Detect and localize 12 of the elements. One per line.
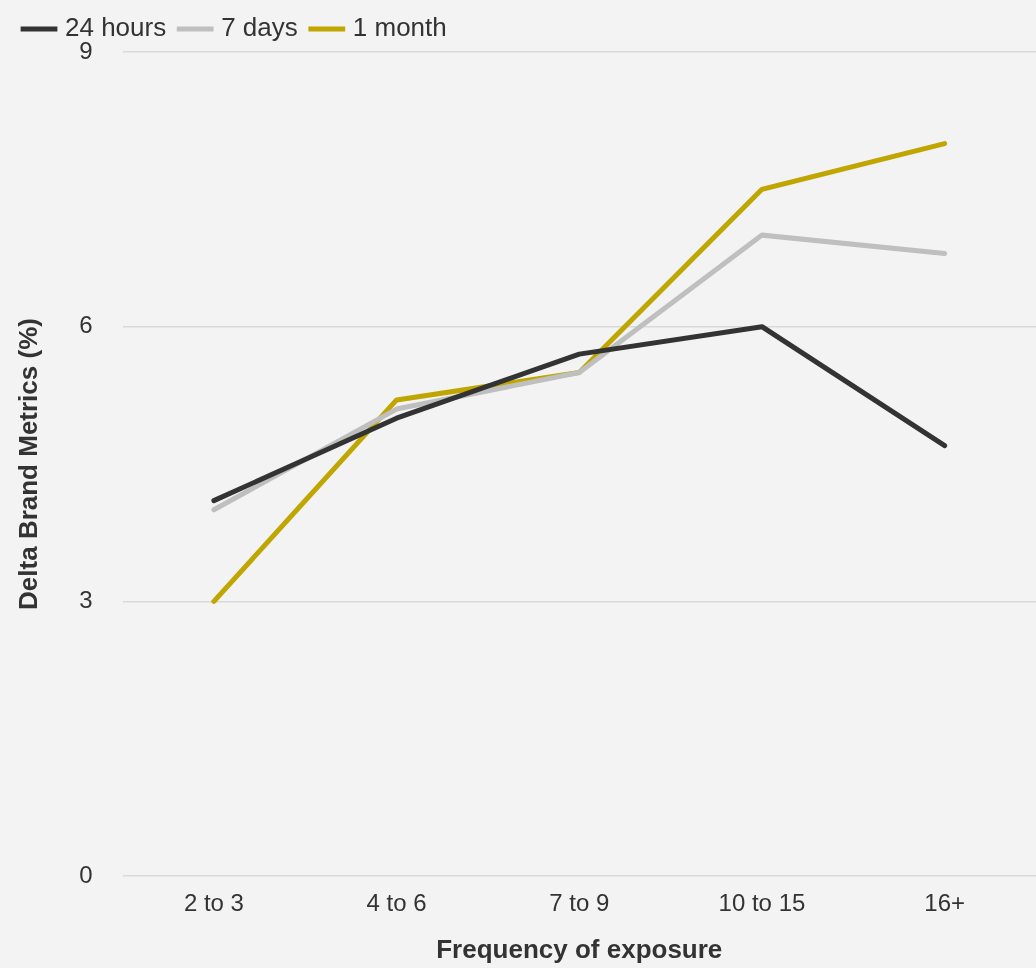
y-tick-label: 3 [79, 585, 93, 613]
legend-label: 1 month [352, 12, 447, 43]
y-tick-label: 6 [79, 311, 93, 339]
y-axis-title: Delta Brand Metrics (%) [12, 318, 43, 610]
x-tick-label: 16+ [924, 889, 966, 917]
x-tick-label: 10 to 15 [718, 889, 806, 917]
y-tick-label: 0 [79, 860, 93, 888]
x-axis-title: Frequency of exposure [436, 933, 723, 964]
legend-label: 7 days [221, 12, 298, 43]
x-tick-label: 4 to 6 [366, 889, 427, 917]
x-tick-label: 2 to 3 [183, 889, 244, 917]
x-tick-label: 7 to 9 [549, 889, 610, 917]
